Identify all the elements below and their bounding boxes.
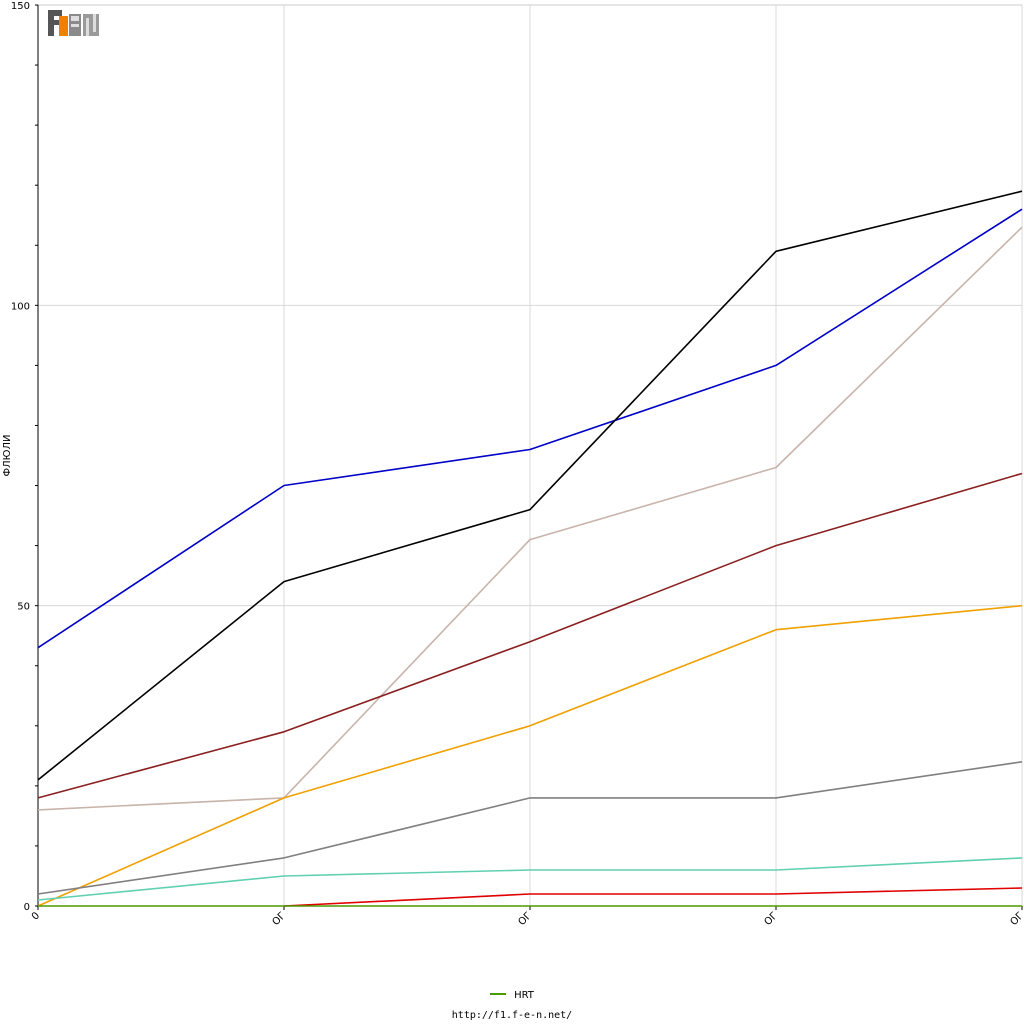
x-tick-label: ОГ	[1008, 910, 1024, 928]
y-tick-label: 50	[17, 602, 30, 613]
legend-swatch-hrt	[490, 993, 507, 995]
series-line-4	[37, 472, 1023, 799]
footer-url: http://f1.f-e-n.net/	[451, 1010, 573, 1021]
series-line-1	[37, 208, 1023, 649]
series-line-5	[37, 604, 1023, 907]
x-tick-label: ОГ	[516, 910, 534, 928]
series-line-7	[37, 857, 1023, 901]
series-line-6	[37, 761, 1023, 895]
legend-label-hrt: HRT	[514, 990, 534, 1001]
series-line-8	[283, 887, 1023, 907]
y-tick-label: 0	[24, 902, 30, 913]
series-line-3	[37, 226, 1023, 811]
y-axis-title: ФЛЮЛИ	[2, 435, 13, 477]
legend: HRT	[0, 990, 1024, 1001]
x-tick-label: 0	[30, 910, 42, 922]
y-tick-label: 100	[11, 301, 30, 312]
f1en-logo	[48, 10, 99, 36]
x-tick-label: ОГ	[762, 910, 780, 928]
series-line-2	[37, 190, 1023, 781]
y-tick-label: 150	[11, 1, 30, 12]
x-tick-label: ОГ	[270, 910, 288, 928]
